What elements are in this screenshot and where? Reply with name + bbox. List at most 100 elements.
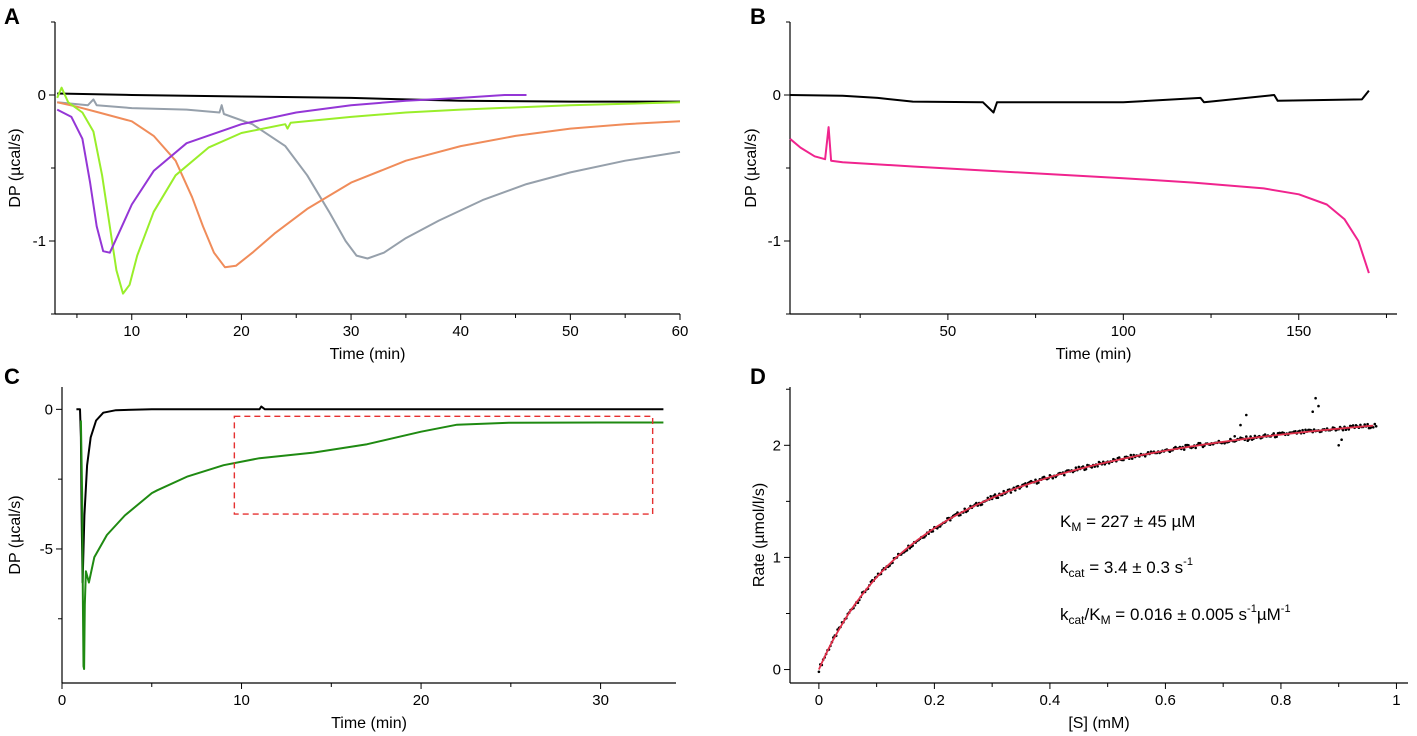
data-point: [1034, 478, 1037, 482]
data-point: [975, 501, 978, 505]
data-point: [1304, 428, 1307, 432]
panel-letter-b: B: [750, 4, 766, 29]
data-point: [1096, 465, 1099, 468]
panel-a: 10 20 30 40 50 60 0 -1 Time (min) DP (µcal/s): [7, 21, 689, 363]
kinetics-annotation-1: KM = 227 ± 45 µM: [1060, 512, 1195, 534]
x-tick-label-a: 10: [123, 323, 140, 340]
data-point-outlier: [1317, 404, 1320, 408]
data-point: [1374, 425, 1378, 428]
kinetics-annotation-2: kcat = 3.4 ± 0.3 s-1: [1060, 556, 1193, 580]
data-point: [1129, 453, 1133, 457]
data-point: [1117, 456, 1121, 459]
data-point-outlier: [1340, 438, 1343, 442]
series-green-a: [56, 86, 681, 295]
data-point: [1245, 435, 1248, 438]
data-point: [993, 493, 997, 496]
x-tick-label-d: 0: [815, 692, 823, 709]
panel-letter-c: C: [4, 364, 20, 389]
x-tick-label-b: 150: [1286, 323, 1311, 340]
x-tick-label-b: 100: [1111, 323, 1136, 340]
x-tick-label-a: 60: [672, 323, 689, 340]
highlight-box: [233, 415, 654, 515]
y-axis-label-d: Rate (µmol/l/s): [751, 483, 768, 587]
x-axis-label-a: Time (min): [330, 346, 406, 363]
series-black-b: [789, 89, 1370, 114]
data-point: [1037, 481, 1040, 484]
data-point: [980, 503, 984, 506]
data-point-outlier: [1314, 396, 1317, 400]
data-point: [1198, 441, 1202, 445]
data-point: [1341, 428, 1345, 432]
x-tick-label-a: 40: [452, 323, 469, 340]
x-tick-label-d: 1: [1392, 692, 1400, 709]
panel-b: 50 100 150 0 -1 Time (min) DP (µcal/s): [743, 21, 1397, 363]
y-tick-label-d: 1: [773, 549, 781, 566]
x-tick-label-a: 20: [233, 323, 250, 340]
x-tick-label-a: 50: [562, 323, 579, 340]
y-tick-label-c: 0: [45, 401, 53, 418]
x-tick-label-c: 30: [592, 692, 609, 709]
data-point: [1074, 466, 1078, 470]
y-axis-label-a: DP (µcal/s): [7, 128, 24, 207]
data-points: [817, 396, 1378, 674]
x-tick-label-d: 0.4: [1039, 692, 1060, 709]
y-tick-label-d: 0: [773, 662, 781, 679]
series-orange-a: [56, 101, 681, 269]
data-point: [1249, 435, 1252, 438]
y-tick-label-d: 2: [773, 437, 781, 454]
data-point-outlier: [1239, 423, 1242, 427]
data-point: [1373, 422, 1377, 426]
data-point: [1351, 424, 1355, 427]
data-point: [1263, 433, 1267, 436]
data-point: [1009, 491, 1013, 494]
data-point: [1298, 429, 1301, 433]
data-point: [1366, 422, 1369, 426]
series-pink-b: [789, 126, 1370, 274]
data-point-outlier: [1311, 410, 1314, 414]
data-point: [1077, 465, 1081, 469]
data-point-outlier: [1245, 413, 1248, 417]
x-axis-label-b: Time (min): [1056, 346, 1132, 363]
x-tick-label-c: 10: [233, 692, 250, 709]
panel-letter-a: A: [4, 4, 20, 29]
panel-c: 0 10 20 30 0 -5 Time (min) DP (µcal/s): [7, 387, 676, 732]
data-point: [1363, 423, 1366, 426]
data-point: [1347, 428, 1351, 431]
y-axis-label-b: DP (µcal/s): [743, 128, 760, 207]
y-tick-label-a: 0: [38, 87, 46, 104]
data-point-outlier: [1233, 435, 1236, 438]
series-green-c: [79, 420, 664, 670]
data-point: [1359, 423, 1362, 427]
data-point: [1253, 434, 1257, 438]
data-point: [1063, 473, 1066, 477]
panel-d: 0 0.2 0.4 0.6 0.8 1 0 1 2 [S] (mM) Rate (µmol/l/s)…: [751, 387, 1408, 732]
x-tick-label-b: 50: [940, 323, 957, 340]
data-point: [1194, 446, 1197, 450]
y-tick-label-c: -5: [40, 541, 53, 558]
series-black-c: [76, 405, 664, 584]
y-tick-label-b: 0: [773, 87, 781, 104]
x-axis-label-d: [S] (mM): [1068, 715, 1129, 732]
data-point: [1002, 489, 1005, 493]
y-axis-label-c: DP (µcal/s): [7, 495, 24, 574]
data-point: [1372, 426, 1375, 429]
data-point: [817, 670, 821, 674]
data-point: [1272, 432, 1275, 435]
data-point-outlier: [1337, 444, 1340, 447]
data-point: [996, 496, 1000, 500]
data-point: [1084, 467, 1088, 471]
kinetics-annotation-3: kcat/KM = 0.016 ± 0.005 s-1µM-1: [1060, 603, 1291, 627]
x-tick-label-d: 0.6: [1155, 692, 1176, 709]
series-purple-a: [56, 94, 527, 254]
data-point: [1301, 428, 1304, 432]
data-point: [1344, 428, 1348, 432]
series-grey-a: [57, 98, 681, 260]
x-tick-label-c: 20: [413, 692, 430, 709]
data-point: [989, 495, 992, 498]
fit-curve: [818, 424, 1374, 670]
data-point: [1143, 455, 1147, 458]
x-axis-label-c: Time (min): [331, 715, 407, 732]
y-tick-label-b: -1: [768, 233, 781, 250]
panel-letter-d: D: [750, 364, 766, 389]
